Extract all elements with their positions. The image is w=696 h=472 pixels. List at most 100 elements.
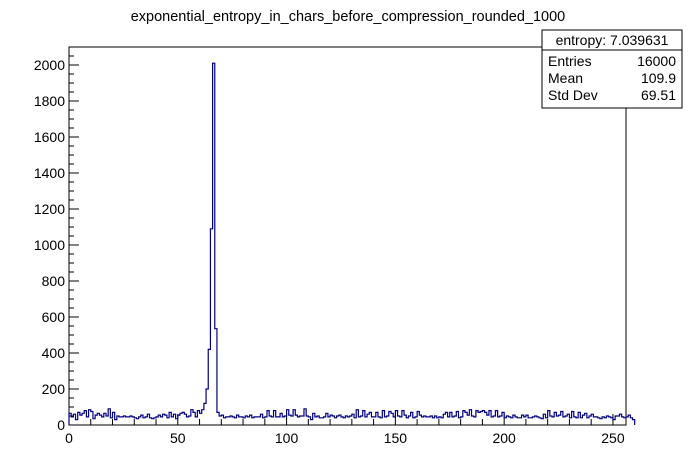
stats-stddev-label: Std Dev <box>548 87 598 103</box>
histogram-bin <box>537 417 539 425</box>
histogram-bin <box>89 410 91 425</box>
histogram-bin <box>165 415 167 425</box>
histogram-bin <box>282 417 284 425</box>
histogram-bin <box>554 412 556 425</box>
histogram-bin <box>152 419 154 425</box>
histogram-bin <box>119 417 121 425</box>
y-tick-label: 1400 <box>34 165 65 181</box>
y-tick-label: 600 <box>42 309 66 325</box>
histogram-bin <box>354 418 356 425</box>
histogram-bin <box>348 417 350 425</box>
histogram-bin <box>569 418 571 425</box>
histogram-bin <box>617 416 619 425</box>
x-tick-label: 50 <box>170 430 186 446</box>
y-tick-label: 1800 <box>34 93 65 109</box>
histogram-bin <box>476 411 478 425</box>
x-tick-label: 150 <box>384 430 408 446</box>
histogram-bin <box>424 416 426 425</box>
histogram-bin <box>343 418 345 425</box>
histogram-bin <box>404 415 406 425</box>
histogram-bin <box>526 415 528 425</box>
histogram-bin <box>522 415 524 425</box>
histogram-bin <box>213 63 215 425</box>
histogram-bin <box>435 416 437 425</box>
histogram-bin <box>154 418 156 425</box>
histogram-bin <box>245 416 247 425</box>
histogram-bin <box>252 418 254 425</box>
histogram-bin <box>156 417 158 425</box>
histogram-bin <box>263 418 265 425</box>
y-tick-label: 1600 <box>34 129 65 145</box>
histogram-bin <box>532 417 534 425</box>
histogram-bin <box>628 415 630 425</box>
histogram-bin <box>317 416 319 425</box>
histogram-bin <box>330 415 332 425</box>
histogram-bin <box>400 417 402 425</box>
histogram-bin <box>515 417 517 425</box>
histogram-bin <box>84 411 86 425</box>
histogram-bin <box>580 418 582 425</box>
histogram-bin <box>485 412 487 425</box>
histogram-bin <box>247 417 249 425</box>
histogram-bin <box>178 415 180 425</box>
histogram-bin <box>193 412 195 425</box>
stats-mean-label: Mean <box>548 70 583 86</box>
histogram-bin <box>106 416 108 425</box>
histogram-bin <box>585 413 587 425</box>
histogram-bin <box>215 329 217 425</box>
histogram-bin <box>600 419 602 425</box>
histogram-bin <box>276 417 278 425</box>
histogram-bin <box>113 412 115 425</box>
histogram-bin <box>524 417 526 425</box>
histogram-bin <box>572 412 574 426</box>
histogram-bin <box>176 419 178 425</box>
histogram-bin <box>217 412 219 425</box>
histogram-bin <box>226 417 228 425</box>
histogram-bins <box>69 63 635 425</box>
histogram-bin <box>210 229 212 425</box>
histogram-bin <box>365 417 367 425</box>
stats-stddev-value: 69.51 <box>641 87 676 103</box>
histogram-bin <box>552 417 554 425</box>
histogram-bin <box>341 417 343 425</box>
histogram-bin <box>117 416 119 425</box>
histogram-bin <box>380 418 382 425</box>
histogram-bin <box>186 417 188 425</box>
histogram-bin <box>136 419 138 425</box>
histogram-bin <box>465 412 467 425</box>
histogram-bin <box>402 411 404 425</box>
histogram-bin <box>443 414 445 425</box>
histogram-bin <box>121 417 123 425</box>
histogram-bin <box>311 420 313 425</box>
histogram-bin <box>450 412 452 425</box>
histogram-bin <box>395 411 397 425</box>
histogram-bin <box>495 411 497 425</box>
histogram-bin <box>295 415 297 425</box>
histogram-bin <box>559 415 561 425</box>
histogram-bin <box>530 418 532 425</box>
histogram-bin <box>456 412 458 426</box>
histogram-bin <box>415 417 417 425</box>
histogram-bin <box>80 415 82 425</box>
histogram-bin <box>543 414 545 425</box>
histogram-bin <box>128 417 130 425</box>
histogram-bin <box>411 412 413 425</box>
histogram-bin <box>361 416 363 425</box>
histogram-bin <box>458 418 460 425</box>
histogram-bin <box>73 414 75 425</box>
histogram-bin <box>363 411 365 425</box>
stats-box: entropy: 7.039631 Entries 16000 Mean 109… <box>541 29 683 109</box>
histogram-bin <box>130 416 132 425</box>
histogram-bin <box>328 417 330 425</box>
histogram-bin <box>378 417 380 425</box>
histogram-bin <box>463 411 465 425</box>
histogram-bin <box>487 415 489 425</box>
histogram-bin <box>143 418 145 425</box>
histogram-bin <box>502 412 504 425</box>
histogram-bin <box>489 411 491 425</box>
histogram-bin <box>150 418 152 425</box>
histogram-bin <box>482 411 484 425</box>
y-tick-label: 1000 <box>34 237 65 253</box>
histogram-bin <box>345 416 347 425</box>
